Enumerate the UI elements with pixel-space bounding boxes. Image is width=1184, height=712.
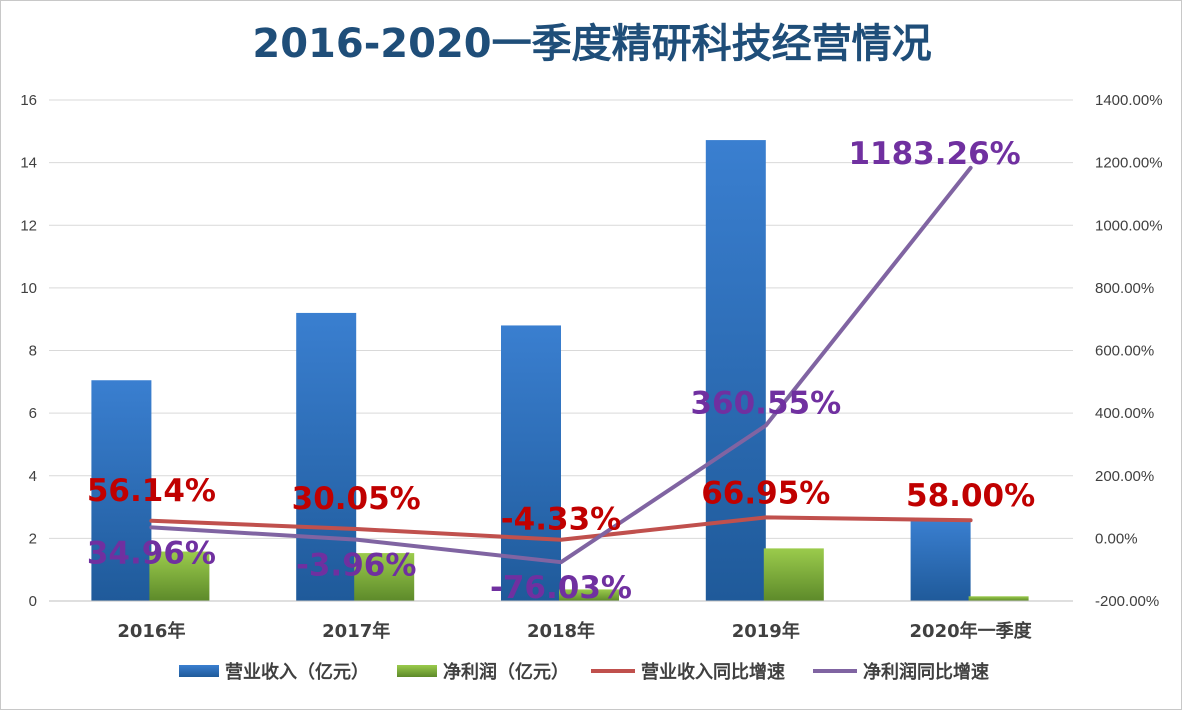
profit-growth-label: 34.96% [87, 535, 216, 571]
profit-growth-label: 360.55% [690, 385, 841, 421]
revenue-growth-label: 58.00% [906, 478, 1035, 514]
legend-net-profit-swatch [397, 665, 437, 677]
left-tick-label: 12 [20, 217, 37, 234]
profit-growth-label: -3.96% [296, 548, 416, 584]
legend: 营业收入（亿元） 净利润（亿元） 营业收入同比增速 净利润同比增速 [179, 661, 989, 683]
right-tick-label: 600.00% [1095, 343, 1154, 360]
left-tick-label: 2 [29, 530, 37, 547]
legend-revenue-growth-label: 营业收入同比增速 [641, 661, 785, 683]
legend-net-profit-label: 净利润（亿元） [443, 661, 569, 683]
left-axis-ticks: 0 2 4 6 8 10 12 14 16 [20, 92, 37, 610]
right-axis-ticks: -200.00% 0.00% 200.00% 400.00% 600.00% 800.00… [1095, 92, 1163, 610]
right-tick-label: -200.00% [1095, 593, 1159, 610]
left-tick-label: 8 [29, 343, 37, 360]
right-tick-label: 200.00% [1095, 468, 1154, 485]
category-label: 2016年 [117, 620, 185, 642]
legend-revenue-swatch [179, 665, 219, 677]
left-tick-label: 6 [29, 405, 37, 422]
right-tick-label: 800.00% [1095, 280, 1154, 297]
revenue-bar [910, 519, 971, 601]
revenue-growth-label: 56.14% [87, 473, 216, 509]
right-tick-label: 1000.00% [1095, 217, 1163, 234]
profit-growth-line [149, 165, 973, 565]
profit-growth-label: 1183.26% [848, 136, 1020, 172]
chart-title: 2016-2020一季度精研科技经营情况 [252, 21, 931, 67]
left-tick-label: 4 [29, 468, 37, 485]
bars [91, 140, 1029, 601]
revenue-growth-label: 30.05% [292, 481, 421, 517]
revenue-growth-line [149, 515, 973, 542]
category-labels: 2016年 2017年 2018年 2019年 2020年一季度 [117, 620, 1032, 642]
revenue-bar [91, 380, 152, 601]
legend-revenue-label: 营业收入（亿元） [225, 661, 369, 683]
net-profit-bar [354, 553, 415, 601]
net-profit-bar [149, 551, 210, 601]
left-tick-label: 10 [20, 280, 37, 297]
net-profit-bar [763, 548, 824, 601]
legend-profit-growth-label: 净利润同比增速 [863, 661, 989, 683]
category-label: 2020年一季度 [910, 620, 1033, 642]
left-tick-label: 0 [29, 593, 37, 610]
revenue-bar [705, 140, 766, 601]
lines [149, 165, 973, 565]
category-label: 2019年 [732, 620, 800, 642]
left-tick-label: 16 [20, 92, 37, 109]
revenue-growth-label: 66.95% [701, 475, 830, 511]
right-tick-label: 0.00% [1095, 530, 1138, 547]
data-labels: 56.14% 30.05% -4.33% 66.95% 58.00% 34.96% -3.9… [87, 136, 1035, 606]
right-tick-label: 1400.00% [1095, 92, 1163, 109]
left-tick-label: 14 [20, 155, 37, 172]
category-label: 2017年 [322, 620, 390, 642]
revenue-bar [296, 312, 357, 601]
right-tick-label: 400.00% [1095, 405, 1154, 422]
profit-growth-label: -76.03% [490, 570, 632, 606]
net-profit-bar [559, 589, 619, 601]
right-tick-label: 1200.00% [1095, 155, 1163, 172]
net-profit-bar [968, 596, 1029, 601]
revenue-growth-label: -4.33% [501, 502, 621, 538]
category-label: 2018年 [527, 620, 595, 642]
